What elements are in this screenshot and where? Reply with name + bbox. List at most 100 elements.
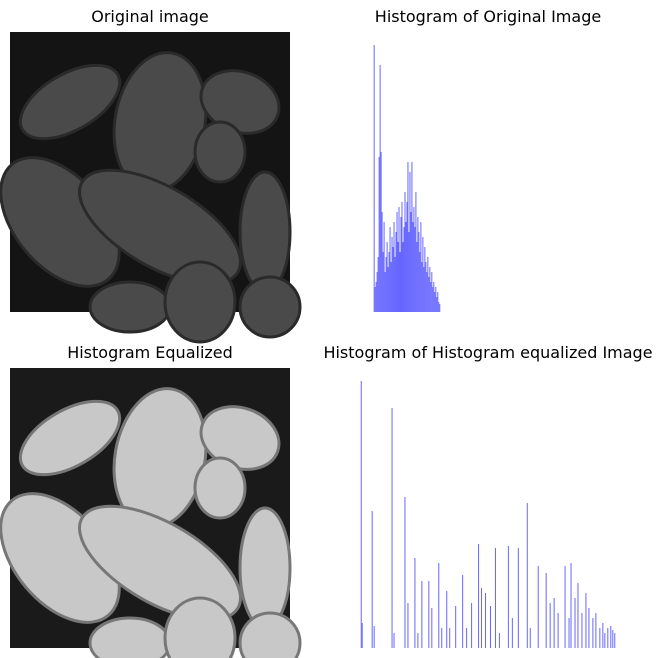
bar (557, 613, 559, 648)
bar (431, 272, 433, 312)
bar (378, 157, 380, 312)
bar (462, 575, 464, 648)
image (0, 368, 302, 658)
bar (361, 623, 363, 648)
bar (602, 623, 604, 648)
image (0, 32, 302, 344)
bar (407, 162, 409, 312)
bar (526, 503, 528, 648)
bar (481, 588, 483, 648)
panel-title: Original image (91, 7, 209, 26)
bar (599, 628, 601, 648)
bar (435, 287, 437, 312)
bar (574, 598, 576, 648)
bar (422, 237, 424, 312)
bar (471, 603, 473, 648)
bar (545, 573, 547, 648)
bar (553, 598, 555, 648)
bar (592, 618, 594, 648)
grain (78, 504, 242, 622)
bar (373, 626, 375, 648)
bar (385, 257, 387, 312)
bar (438, 563, 440, 648)
bar (371, 511, 373, 648)
bar (397, 242, 399, 312)
grain (163, 596, 237, 658)
bar (428, 277, 430, 312)
bar (549, 603, 551, 648)
bar (404, 497, 406, 648)
grain (18, 399, 122, 477)
panel-title: Histogram Equalized (67, 343, 233, 362)
bar (421, 262, 423, 312)
bar (391, 408, 393, 648)
bar (389, 227, 391, 312)
grain (193, 456, 247, 520)
bar (394, 257, 396, 312)
bar (604, 633, 606, 648)
grain (78, 168, 242, 286)
bar (610, 626, 612, 648)
bar (614, 633, 616, 648)
bar (446, 591, 448, 648)
bar (409, 172, 411, 312)
bar (478, 544, 480, 648)
grain (163, 260, 237, 344)
bar (402, 242, 404, 312)
bar (507, 546, 509, 648)
bar (537, 566, 539, 648)
grain (238, 275, 302, 339)
bar (421, 581, 423, 648)
bar (395, 232, 397, 312)
bar (401, 202, 403, 312)
bar (392, 247, 394, 312)
bar (564, 566, 566, 648)
bar (436, 297, 438, 312)
bar (391, 237, 393, 312)
grain (88, 280, 172, 334)
grain (193, 120, 247, 184)
bar (399, 252, 401, 312)
bar (438, 302, 440, 312)
bar (398, 207, 400, 312)
bar (379, 65, 381, 312)
bar (408, 232, 410, 312)
bar (498, 633, 500, 648)
bar (585, 593, 587, 648)
panel-title: Histogram of Histogram equalized Image (323, 343, 652, 362)
bar (380, 152, 382, 312)
bar (406, 202, 408, 312)
bar (420, 222, 422, 312)
bar (485, 593, 487, 648)
bar (577, 583, 579, 648)
bar (388, 252, 390, 312)
bar (428, 581, 430, 648)
bar (466, 628, 468, 648)
bar (376, 272, 378, 312)
bar (529, 628, 531, 648)
bar (382, 252, 384, 312)
bar (424, 247, 426, 312)
bar (432, 287, 434, 312)
bar (425, 262, 427, 312)
bar (404, 192, 406, 312)
bar (387, 267, 389, 312)
bar (434, 292, 436, 312)
bar (375, 282, 377, 312)
bar (381, 212, 383, 312)
bar (494, 548, 496, 648)
grain (88, 616, 172, 658)
grain (18, 63, 122, 141)
bar (441, 628, 443, 648)
bar (396, 212, 398, 312)
bar (417, 633, 419, 648)
bar (612, 630, 614, 648)
bar (607, 628, 609, 648)
bar (511, 618, 513, 648)
bar (400, 217, 402, 312)
bar (412, 222, 414, 312)
bar (570, 563, 572, 648)
bar (390, 262, 392, 312)
bar (374, 287, 376, 312)
